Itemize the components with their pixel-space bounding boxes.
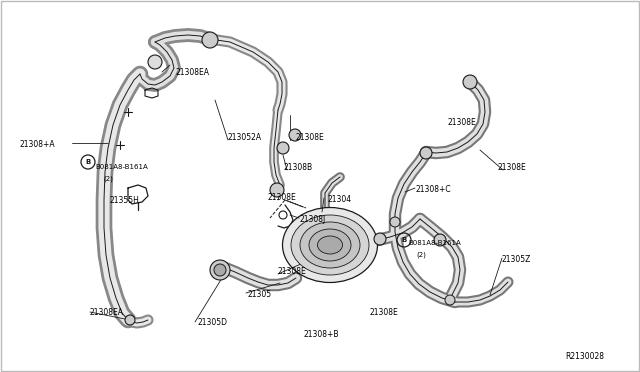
Circle shape [420,147,432,159]
Circle shape [463,75,477,89]
Text: 21308B: 21308B [284,163,313,172]
Text: 21308EA: 21308EA [175,68,209,77]
Text: 213052A: 213052A [228,133,262,142]
Text: 21355H: 21355H [110,196,140,205]
Ellipse shape [317,236,342,254]
Circle shape [445,295,455,305]
Text: B: B [85,159,91,165]
Text: 21308E: 21308E [268,193,297,202]
Text: 21308EA: 21308EA [90,308,124,317]
Text: 21304: 21304 [327,195,351,204]
Text: 21305: 21305 [248,290,272,299]
Ellipse shape [309,229,351,261]
Ellipse shape [300,222,360,268]
Circle shape [202,32,218,48]
Ellipse shape [291,215,369,275]
Text: 21308+A: 21308+A [20,140,56,149]
Text: B081A8-B161A: B081A8-B161A [95,164,148,170]
Circle shape [148,55,162,69]
Circle shape [277,142,289,154]
Text: 21308+C: 21308+C [415,185,451,194]
Circle shape [125,315,135,325]
Text: (2): (2) [103,175,113,182]
Ellipse shape [282,208,378,282]
Text: 21305D: 21305D [197,318,227,327]
Text: B081A8-B161A: B081A8-B161A [408,240,461,246]
Text: 21308E: 21308E [295,133,324,142]
Circle shape [374,233,386,245]
Text: 21305Z: 21305Z [502,255,531,264]
Text: 21308E: 21308E [278,267,307,276]
Text: 21308E: 21308E [370,308,399,317]
Circle shape [434,234,446,246]
Circle shape [214,264,226,276]
Text: 21308E: 21308E [447,118,476,127]
Circle shape [289,129,301,141]
Circle shape [270,183,284,197]
Text: R2130028: R2130028 [565,352,604,361]
Circle shape [210,260,230,280]
Text: 21308J: 21308J [300,215,326,224]
Circle shape [390,217,400,227]
Text: B: B [401,237,406,243]
Text: (2): (2) [416,251,426,257]
Text: 21308E: 21308E [498,163,527,172]
Text: 21308+B: 21308+B [303,330,339,339]
